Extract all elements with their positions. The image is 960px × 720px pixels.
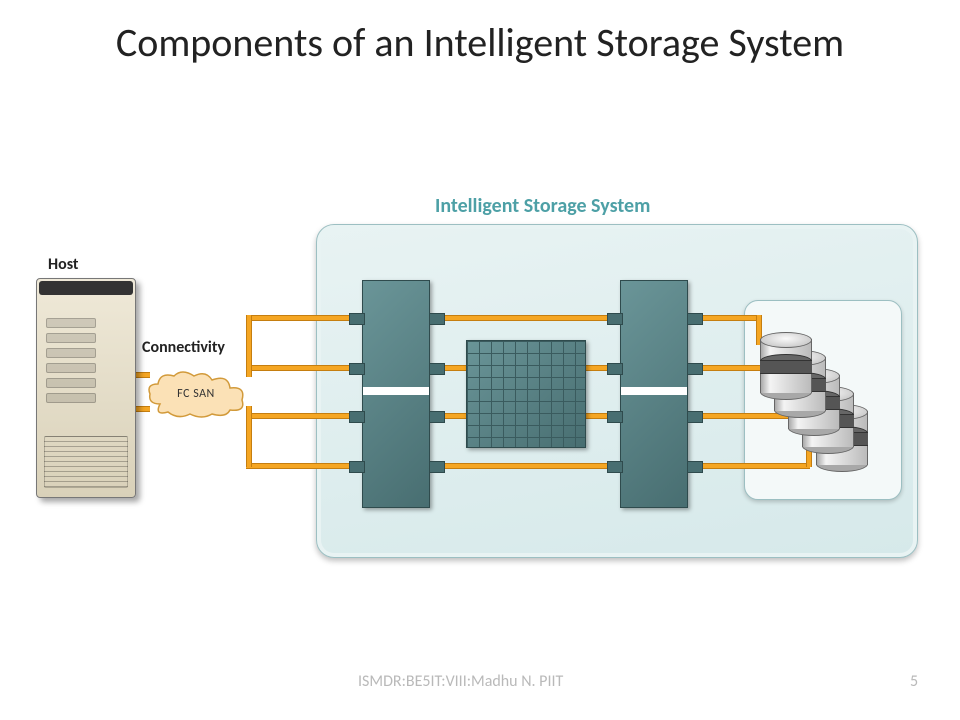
footer-page-number: 5	[910, 672, 918, 691]
disk-band	[760, 360, 812, 374]
controller-port	[429, 363, 445, 375]
host-top-panel	[39, 281, 133, 295]
host-label: Host	[48, 255, 78, 274]
host-drive-bay	[46, 363, 96, 373]
controller-port	[607, 313, 623, 325]
cache-block	[466, 340, 586, 448]
controller-port	[607, 411, 623, 423]
controller-port	[687, 363, 703, 375]
connection-wire	[246, 413, 350, 419]
controller-port	[687, 461, 703, 473]
disk-top-cap	[760, 332, 812, 348]
controller-port	[429, 411, 445, 423]
host-tower	[36, 278, 136, 498]
connection-wire	[246, 463, 350, 469]
connection-wire	[246, 315, 252, 377]
host-vents	[44, 436, 128, 488]
fc-san-label: FC SAN	[146, 370, 246, 418]
front-end-controller	[362, 280, 430, 508]
connection-wire	[246, 315, 350, 321]
connection-wire	[440, 463, 608, 469]
disk-cylinder	[760, 332, 812, 400]
connection-wire	[700, 315, 760, 321]
connection-wire	[440, 315, 608, 321]
connection-wire	[246, 365, 350, 371]
controller-port	[607, 461, 623, 473]
connection-wire	[246, 406, 252, 467]
back-end-controller	[620, 280, 688, 508]
controller-port	[429, 313, 445, 325]
host-drive-bay	[46, 348, 96, 358]
host-drive-bay	[46, 318, 96, 328]
slide: Components of an Intelligent Storage Sys…	[0, 0, 960, 720]
iss-title-label: Intelligent Storage System	[435, 194, 650, 218]
host-drive-bay	[46, 378, 96, 388]
controller-port	[429, 461, 445, 473]
footer-credit: ISMDR:BE5IT:VIII:Madhu N. PIIT	[358, 672, 563, 691]
host-drive-bay	[46, 333, 96, 343]
host-drive-bay	[46, 393, 96, 403]
back-end-divider	[621, 387, 687, 395]
controller-port	[687, 313, 703, 325]
connectivity-label: Connectivity	[142, 338, 225, 357]
controller-port	[349, 363, 365, 375]
controller-port	[349, 313, 365, 325]
controller-port	[687, 411, 703, 423]
front-end-divider	[363, 387, 429, 395]
controller-port	[349, 461, 365, 473]
connection-wire	[700, 463, 810, 469]
controller-port	[607, 363, 623, 375]
fc-san-cloud: FC SAN	[146, 370, 246, 418]
slide-title: Components of an Intelligent Storage Sys…	[0, 20, 960, 66]
controller-port	[349, 411, 365, 423]
